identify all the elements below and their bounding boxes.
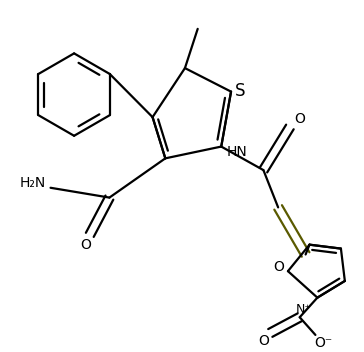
Text: O: O (80, 238, 91, 252)
Text: O⁻: O⁻ (314, 336, 332, 350)
Text: O: O (258, 334, 269, 348)
Text: HN: HN (227, 145, 248, 159)
Text: O: O (274, 260, 285, 274)
Text: N⁺: N⁺ (296, 303, 312, 316)
Text: O: O (294, 112, 305, 126)
Text: H₂N: H₂N (20, 176, 46, 190)
Text: S: S (235, 82, 245, 100)
